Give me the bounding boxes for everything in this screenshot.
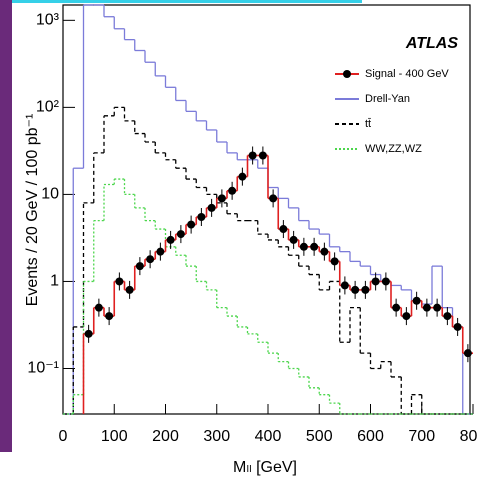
marker: [392, 303, 401, 312]
marker: [422, 303, 431, 312]
marker: [443, 312, 452, 321]
marker: [351, 285, 360, 294]
marker: [340, 281, 349, 290]
y-axis-label: Events / 20 GeV / 100 pb⁻¹: [24, 114, 41, 307]
marker: [166, 235, 175, 244]
x-tick-label: 0: [59, 428, 68, 445]
x-tick-label: 800: [460, 428, 477, 445]
x-tick-label: 200: [152, 428, 179, 445]
marker: [228, 186, 237, 195]
x-tick-label: 100: [101, 428, 128, 445]
marker: [187, 220, 196, 229]
marker: [279, 225, 288, 234]
legend-label: WW,ZZ,WZ: [365, 143, 422, 155]
x-tick-label: 400: [255, 428, 282, 445]
marker: [269, 194, 278, 203]
marker: [115, 277, 124, 286]
marker: [105, 312, 114, 321]
marker: [84, 329, 93, 338]
side-bar: [0, 0, 12, 452]
marker: [381, 277, 390, 286]
marker: [135, 262, 144, 271]
marker: [463, 349, 472, 358]
marker: [146, 255, 155, 264]
marker: [361, 285, 370, 294]
plot-frame: [62, 4, 471, 415]
legend-label: Signal - 400 GeV: [365, 68, 449, 80]
x-tick-label: 300: [203, 428, 230, 445]
legend-label: tt̄: [365, 118, 371, 130]
marker: [289, 235, 298, 244]
marker: [94, 303, 103, 312]
marker: [433, 303, 442, 312]
marker: [125, 285, 134, 294]
x-tick-label: 600: [357, 428, 384, 445]
top-bar: [12, 0, 362, 3]
y-tick-label: 10: [41, 186, 59, 203]
marker: [217, 194, 226, 203]
marker: [402, 312, 411, 321]
y-tick-label: 10³: [36, 12, 60, 29]
marker: [258, 151, 267, 160]
marker: [453, 322, 462, 331]
marker: [310, 242, 319, 251]
x-axis-label: Mₗₗ [GeV]: [233, 459, 297, 476]
x-tick-label: 500: [306, 428, 333, 445]
marker: [320, 247, 329, 256]
legend-label: Drell-Yan: [365, 93, 410, 105]
x-tick-label: 700: [408, 428, 435, 445]
marker: [299, 242, 308, 251]
annotation: ATLAS: [405, 35, 458, 52]
marker: [371, 277, 380, 286]
marker: [238, 172, 247, 181]
y-tick-label: 10⁻¹: [27, 360, 59, 377]
y-tick-label: 10²: [36, 99, 60, 116]
legend-marker: [343, 70, 351, 78]
marker: [156, 247, 165, 256]
marker: [248, 151, 257, 160]
marker: [412, 296, 421, 305]
marker: [330, 257, 339, 266]
marker: [207, 203, 216, 212]
marker: [197, 213, 206, 222]
marker: [176, 230, 185, 239]
y-tick-label: 1: [50, 273, 59, 290]
